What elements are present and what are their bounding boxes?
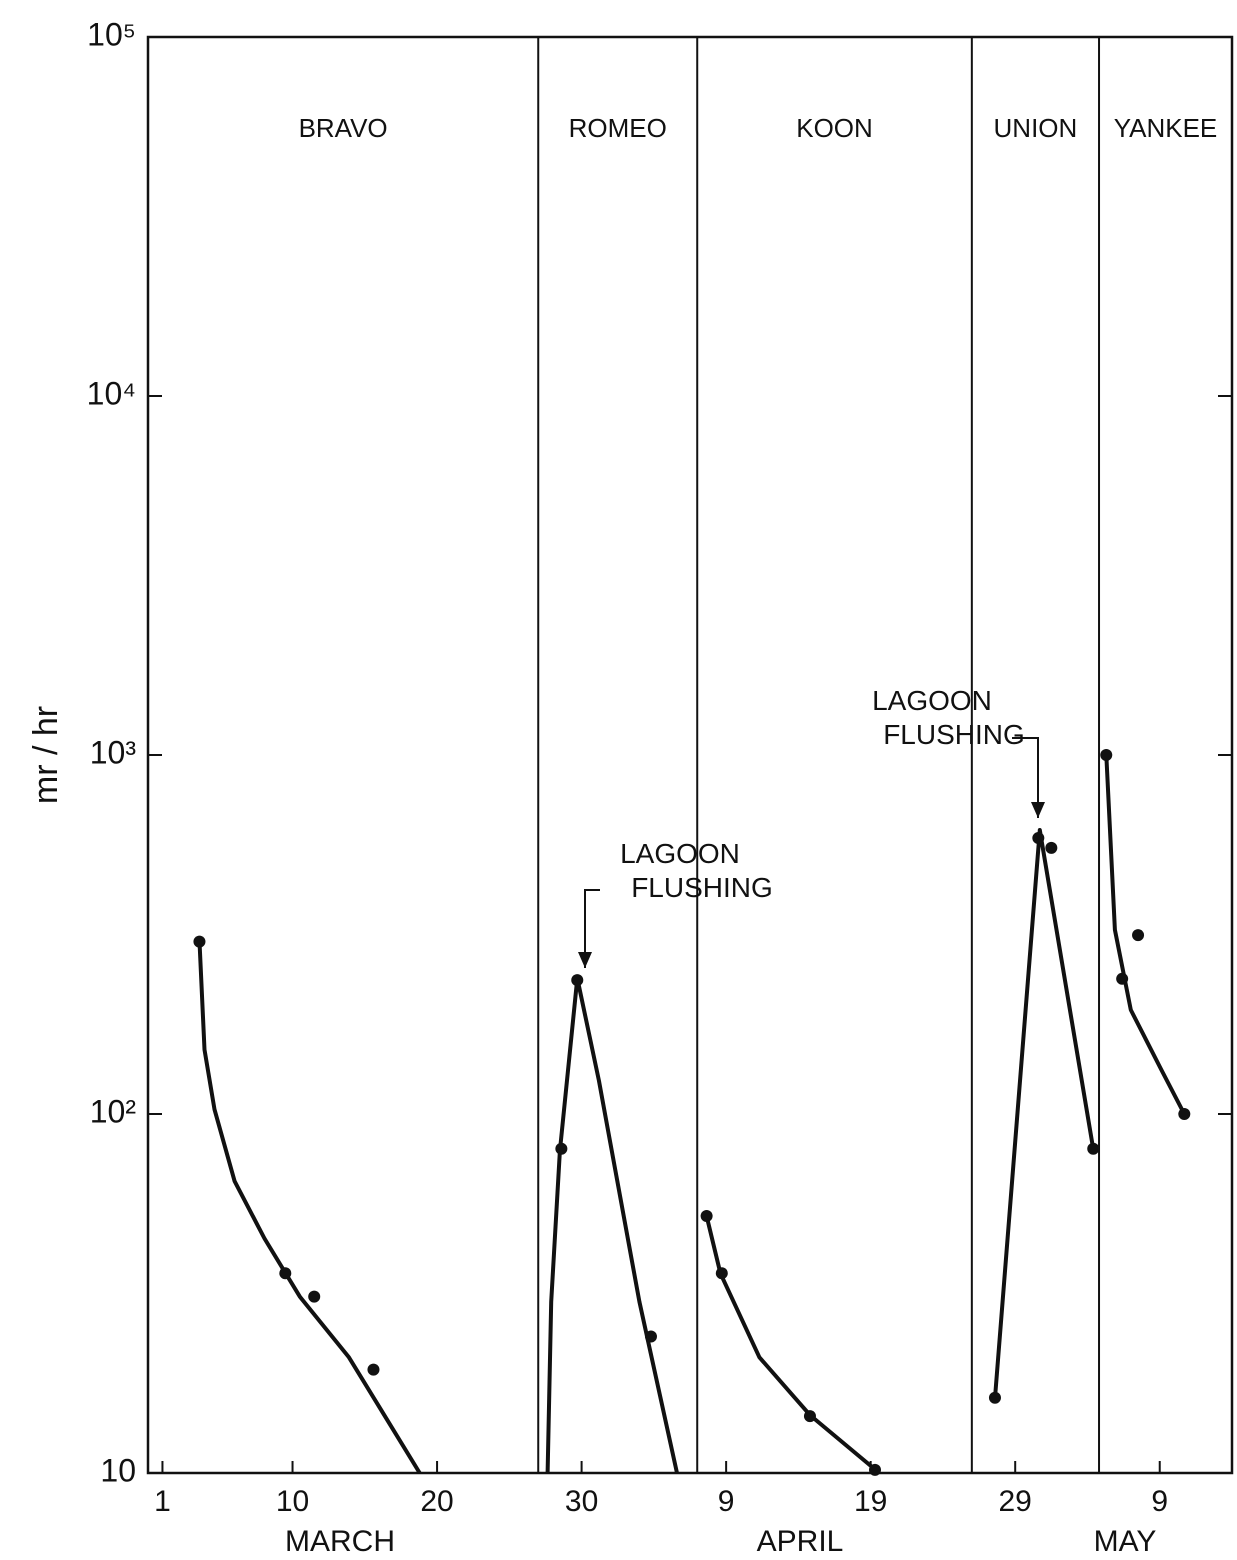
annotation-arrowhead [578, 952, 592, 968]
month-label: MARCH [285, 1525, 395, 1558]
data-point [869, 1463, 882, 1476]
annotation: LAGOON FLUSHING [620, 838, 773, 903]
data-point [988, 1391, 1001, 1404]
data-point [571, 974, 584, 987]
data-point [193, 935, 206, 948]
x-tick-label: 10 [276, 1485, 309, 1518]
data-point [308, 1290, 321, 1303]
plot-frame [146, 35, 1234, 1475]
x-tick-label: 9 [718, 1485, 735, 1518]
x-tick-label: 19 [854, 1485, 887, 1518]
data-point [1178, 1108, 1191, 1120]
data-point [1045, 841, 1058, 854]
data-point [1116, 972, 1129, 985]
data-point [1132, 929, 1145, 942]
data-point [1087, 1142, 1100, 1155]
annotation-arrow [584, 889, 600, 968]
month-label: MAY [1094, 1525, 1157, 1558]
fit-curve [704, 1215, 881, 1475]
y-tick-label: 10⁴ [87, 375, 136, 411]
fit-curve [545, 976, 679, 1474]
data-point [715, 1267, 728, 1280]
data-point [1032, 832, 1045, 845]
x-tick-label: 9 [1151, 1485, 1168, 1518]
annotation: LAGOON FLUSHING [872, 685, 1025, 750]
data-point [555, 1142, 568, 1155]
data-point [644, 1330, 657, 1343]
shot-name: BRAVO [299, 113, 388, 143]
data-point [1100, 749, 1113, 761]
shot-name: ROMEO [569, 113, 667, 143]
annotation-arrow [1012, 737, 1039, 818]
y-tick-label: 10 [100, 1452, 136, 1488]
shot-name: UNION [994, 113, 1078, 143]
x-tick-label: 1 [154, 1485, 171, 1518]
month-label: APRIL [757, 1525, 844, 1558]
y-axis-label: mr / hr [27, 706, 65, 804]
fit-curve [1104, 754, 1187, 1115]
x-tick-label: 30 [565, 1485, 598, 1518]
fit-curve [197, 941, 422, 1475]
fit-curve [993, 828, 1096, 1398]
data-point [279, 1267, 292, 1280]
x-tick-label: 29 [999, 1485, 1032, 1518]
y-tick-label: 10² [90, 1093, 137, 1129]
y-tick-label: 10³ [90, 734, 137, 770]
data-point [803, 1410, 816, 1423]
data-point [700, 1209, 713, 1222]
y-tick-label: 10⁵ [87, 16, 136, 52]
data-point [367, 1363, 380, 1376]
annotation-arrowhead [1031, 802, 1045, 818]
shot-name: YANKEE [1114, 113, 1218, 143]
shot-name: KOON [796, 113, 873, 143]
x-tick-label: 20 [420, 1485, 453, 1518]
